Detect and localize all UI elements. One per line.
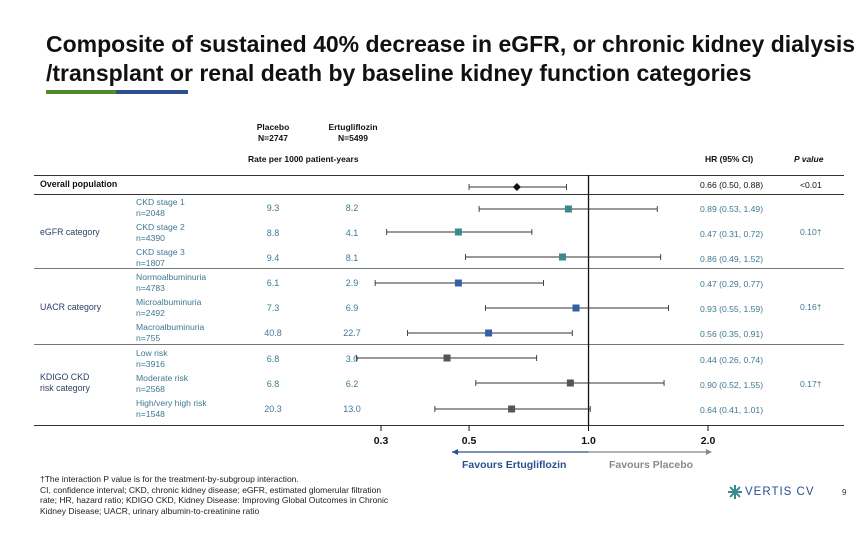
uacr-rule [34, 344, 844, 345]
row-ckd3-ertu: 8.1 [345, 253, 359, 263]
row-low-ertu: 3.0 [345, 354, 359, 364]
vertis-logo: VERTIS CV [728, 485, 815, 499]
egfr-rule [34, 268, 844, 269]
hr-marker-ckd3 [559, 253, 567, 261]
row-moderate-label: Moderate risk n=2568 [136, 373, 189, 394]
logo-text: VERTIS CV [745, 486, 815, 498]
row-macro-ertu: 22.7 [343, 328, 361, 338]
footnote-abbrev-1: CI, confidence interval; CKD, chronic ki… [40, 484, 382, 495]
hr-marker-normo [454, 279, 462, 287]
row-ckd3-hr: 0.86 (0.49, 1.52) [700, 254, 764, 264]
row-low-label: Low risk n=3916 [136, 348, 168, 369]
row-moderate-placebo: 6.8 [266, 379, 280, 389]
ertu-header: Ertugliflozin N=5499 [318, 122, 388, 144]
hr-marker-micro [572, 304, 580, 312]
footnote-abbrev-3: Kidney Disease; UACR, urinary albumin-to… [40, 505, 260, 516]
header-rule [34, 175, 844, 176]
axis-tick-label: 0.3 [374, 435, 389, 447]
row-ckd2-label: CKD stage 2 n=4390 [136, 222, 185, 243]
row-ckd2-hr: 0.47 (0.31, 0.72) [700, 229, 764, 239]
hr-marker-overall [512, 183, 521, 191]
row-ckd1-label: CKD stage 1 n=2048 [136, 197, 185, 218]
overall-hr: 0.66 (0.50, 0.88) [700, 180, 764, 190]
hr-header: HR (95% CI) [705, 154, 754, 164]
footnote-interaction: †The interaction P value is for the trea… [40, 474, 299, 484]
row-ckd1-hr: 0.89 (0.53, 1.49) [700, 204, 764, 214]
footnotes: †The interaction P value is for the trea… [40, 474, 510, 516]
slide-title: Composite of sustained 40% decrease in e… [46, 31, 856, 86]
favours-ertugliflozin-label: Favours Ertugliflozin [462, 459, 567, 471]
overall-label: Overall population [40, 179, 118, 189]
row-ckd1-placebo: 9.3 [266, 203, 280, 213]
row-moderate-ertu: 6.2 [345, 379, 359, 389]
axis-tick-label: 2.0 [701, 435, 716, 447]
overall-p: <0.01 [800, 180, 822, 190]
row-macro-label: Macroalbuminuria n=755 [136, 322, 205, 343]
hr-marker-high [508, 405, 516, 413]
row-high-hr: 0.64 (0.41, 1.01) [700, 405, 764, 415]
row-normo-placebo: 6.1 [266, 278, 280, 288]
accent-bar-green [46, 90, 116, 94]
hr-marker-macro [485, 329, 493, 337]
row-micro-placebo: 7.3 [266, 303, 280, 313]
row-ckd3-placebo: 9.4 [266, 253, 280, 263]
axis-tick-label: 0.5 [462, 435, 477, 447]
footnote-abbrev-2: rate; HR, hazard ratio; KDIGO CKD, Kidne… [40, 495, 389, 505]
row-ckd2-placebo: 8.8 [266, 228, 280, 238]
hr-marker-moderate [566, 379, 574, 387]
row-ckd1-ertu: 8.2 [345, 203, 359, 213]
page-number: 9 [842, 488, 847, 497]
bottom-rule [34, 425, 844, 426]
row-micro-ertu: 6.9 [345, 303, 359, 313]
hr-marker-ckd2 [454, 228, 462, 236]
row-ckd2-ertu: 4.1 [345, 228, 359, 238]
uacr-category-label: UACR category [40, 302, 102, 312]
favours-right-arrowhead [706, 449, 712, 455]
overall-rule [34, 194, 844, 195]
egfr-category-label: eGFR category [40, 227, 100, 237]
row-low-hr: 0.44 (0.26, 0.74) [700, 355, 764, 365]
hr-marker-ckd1 [564, 205, 572, 213]
row-ckd3-label: CKD stage 3 n=1807 [136, 247, 185, 268]
row-high-placebo: 20.3 [264, 404, 282, 414]
favours-placebo-label: Favours Placebo [609, 459, 694, 471]
placebo-n: N=2747 [257, 133, 288, 143]
row-low-placebo: 6.8 [266, 354, 280, 364]
logo-mark-icon [728, 485, 742, 499]
row-micro-label: Microalbuminuria n=2492 [136, 297, 202, 318]
ertu-label: Ertugliflozin [328, 122, 378, 132]
axis-tick-label: 1.0 [581, 435, 596, 447]
uacr-p: 0.16† [800, 302, 822, 312]
row-macro-placebo: 40.8 [264, 328, 282, 338]
row-high-label: High/very high risk n=1548 [136, 398, 207, 419]
kdigo-p: 0.17† [800, 379, 822, 389]
row-moderate-hr: 0.90 (0.52, 1.55) [700, 380, 764, 390]
row-normo-hr: 0.47 (0.29, 0.77) [700, 279, 764, 289]
row-macro-hr: 0.56 (0.35, 0.91) [700, 329, 764, 339]
row-normo-label: Normoalbuminuria n=4783 [136, 272, 207, 293]
egfr-p: 0.10† [800, 227, 822, 237]
rate-header: Rate per 1000 patient-years [248, 154, 359, 164]
hr-marker-low [443, 354, 451, 362]
kdigo-category-label: KDIGO CKD risk category [40, 372, 90, 393]
favours-left-arrowhead [452, 449, 458, 455]
accent-bar-blue [116, 90, 188, 94]
row-micro-hr: 0.93 (0.55, 1.59) [700, 304, 764, 314]
row-normo-ertu: 2.9 [345, 278, 359, 288]
row-high-ertu: 13.0 [343, 404, 361, 414]
placebo-label: Placebo [256, 122, 290, 132]
p-header: P value [794, 154, 824, 164]
placebo-header: Placebo N=2747 [248, 122, 298, 144]
ertu-n: N=5499 [337, 133, 368, 143]
